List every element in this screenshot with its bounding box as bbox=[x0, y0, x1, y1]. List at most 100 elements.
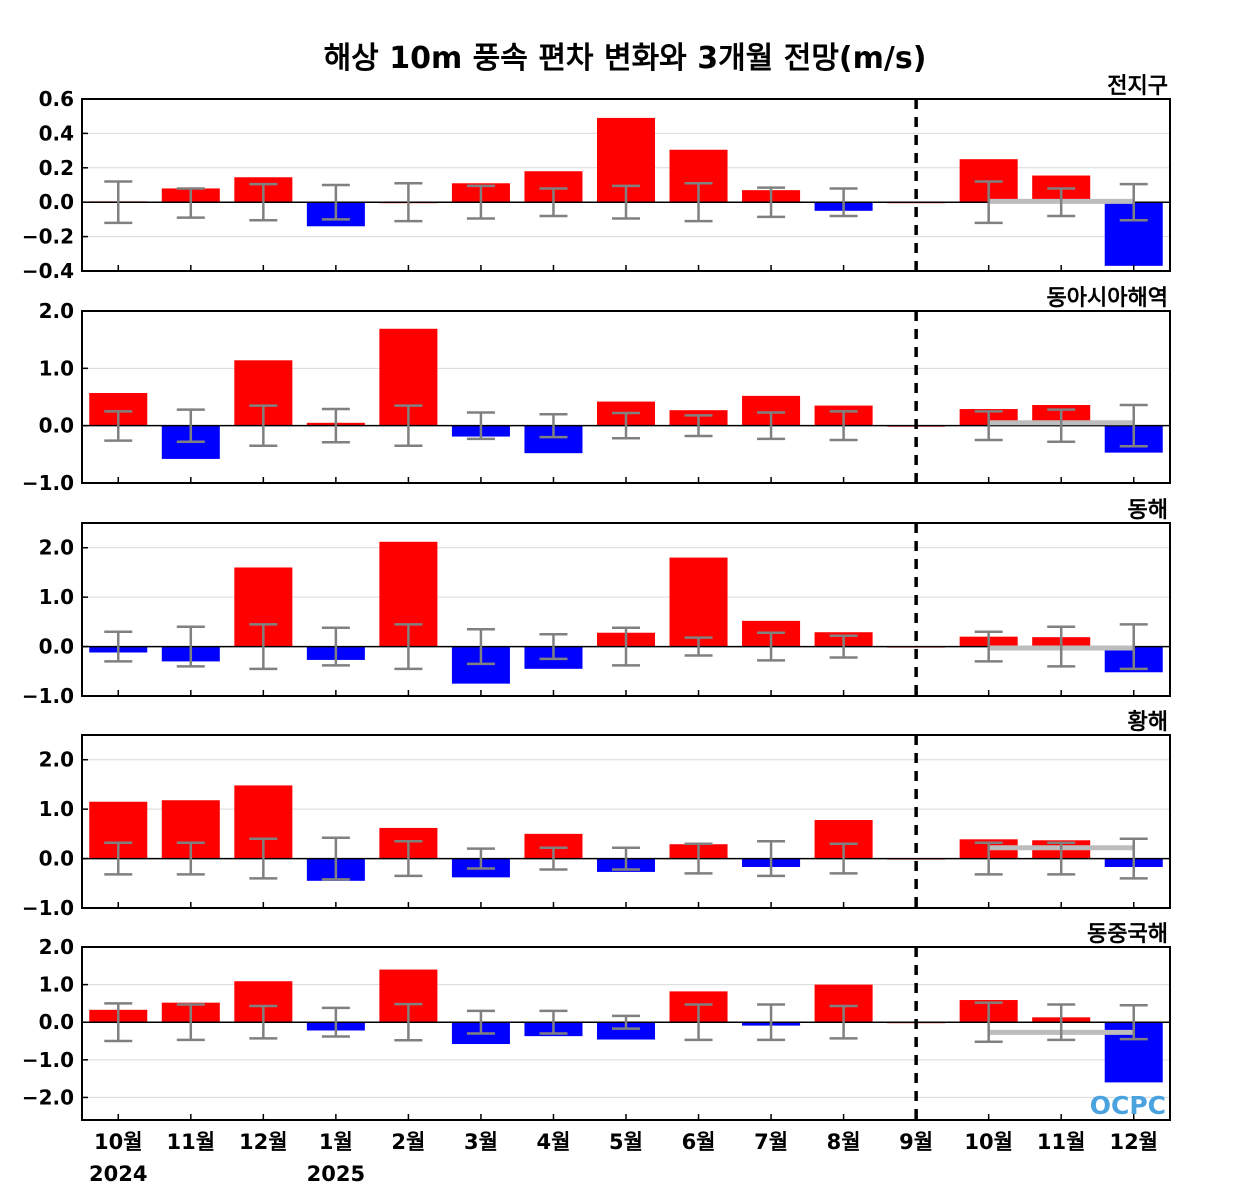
panel-frame bbox=[81, 522, 1171, 697]
y-tick-label: 2.0 bbox=[39, 536, 74, 560]
error-bar bbox=[1119, 837, 1148, 880]
error-bar bbox=[466, 847, 495, 870]
error-bar bbox=[321, 836, 350, 881]
error-bar bbox=[612, 411, 640, 440]
error-bar bbox=[104, 630, 133, 663]
error-bar bbox=[1047, 625, 1076, 668]
x-tick-label: 12월 bbox=[239, 1130, 288, 1154]
panel-5: −2.0 −1.0 0.0 1.0 2.0 동중국해 bbox=[22, 922, 1171, 1121]
panel-3: −1.0 0.0 1.0 2.0 동해 bbox=[22, 498, 1171, 708]
panel-title: 동아시아해역 bbox=[1047, 286, 1168, 311]
y-tick-label: −2.0 bbox=[22, 1085, 74, 1109]
y-tick-label: −0.2 bbox=[22, 225, 74, 249]
x-tick-label: 11월 bbox=[167, 1130, 216, 1154]
error-bar bbox=[104, 180, 133, 225]
error-bar bbox=[757, 186, 786, 219]
error-bar bbox=[321, 407, 350, 444]
x-axis-labels: 10월 11월 12월 1월 2월 3월 4월 5월 6월 7월 8월 9월 10월 11월 12월 2024… bbox=[89, 1130, 1158, 1186]
x-tick-label: 10월 bbox=[94, 1130, 143, 1154]
y-tick-label: 0.2 bbox=[39, 156, 74, 180]
error-bar bbox=[829, 187, 858, 218]
error-bar bbox=[612, 184, 640, 220]
error-bar bbox=[321, 626, 350, 667]
error-bar bbox=[249, 837, 278, 880]
y-tick-label: 1.0 bbox=[39, 356, 74, 380]
panel-title: 동중국해 bbox=[1087, 922, 1168, 947]
y-tick-label: 0.0 bbox=[39, 847, 74, 871]
error-bar bbox=[539, 412, 568, 439]
panel-title: 황해 bbox=[1128, 710, 1168, 735]
y-tick-label: 2.0 bbox=[39, 748, 74, 772]
error-bar bbox=[829, 634, 858, 659]
error-bar bbox=[974, 1001, 1003, 1044]
chart-title: 해상 10m 풍속 편차 변화와 3개월 전망(m/s) bbox=[324, 41, 927, 76]
year-label: 2025 bbox=[307, 1162, 365, 1186]
error-bar bbox=[466, 411, 495, 441]
error-bar bbox=[466, 628, 495, 666]
error-bar bbox=[974, 630, 1003, 663]
panel-4: −1.0 0.0 1.0 2.0 황해 bbox=[22, 710, 1171, 920]
error-bar bbox=[684, 182, 713, 223]
error-bar bbox=[104, 841, 133, 876]
bar-6월 bbox=[669, 557, 728, 647]
error-bar bbox=[612, 1014, 640, 1030]
error-bar bbox=[829, 1004, 858, 1040]
error-bar bbox=[176, 1003, 205, 1042]
error-bar bbox=[394, 404, 423, 447]
error-bar bbox=[757, 1003, 786, 1042]
x-tick-label: 3월 bbox=[464, 1130, 498, 1154]
error-bar bbox=[176, 841, 205, 876]
error-bar bbox=[684, 636, 713, 657]
error-bar bbox=[612, 846, 640, 871]
y-tick-label: 0.4 bbox=[39, 121, 74, 145]
panel-title: 동해 bbox=[1128, 498, 1168, 523]
error-bar bbox=[757, 411, 786, 441]
y-tick-label: −1.0 bbox=[22, 896, 74, 920]
y-tick-label: −1.0 bbox=[22, 1048, 74, 1072]
error-bar bbox=[1047, 1003, 1076, 1042]
x-tick-label: 1월 bbox=[319, 1130, 353, 1154]
panel-1: −0.4 −0.2 0.0 0.2 0.4 0.6 전지구 bbox=[22, 74, 1171, 283]
error-bar bbox=[1047, 841, 1076, 876]
error-bar bbox=[1119, 182, 1148, 222]
year-label: 2024 bbox=[89, 1162, 147, 1186]
x-tick-label: 2월 bbox=[391, 1130, 425, 1154]
panel-frame bbox=[81, 734, 1171, 909]
y-tick-label: −1.0 bbox=[22, 684, 74, 708]
error-bar bbox=[466, 184, 495, 220]
x-tick-label: 12월 bbox=[1109, 1130, 1158, 1154]
x-tick-label: 4월 bbox=[536, 1130, 570, 1154]
y-tick-label: 1.0 bbox=[39, 797, 74, 821]
error-bar bbox=[394, 1002, 423, 1042]
x-tick-label: 9월 bbox=[899, 1130, 933, 1154]
chart-panels: −0.4 −0.2 0.0 0.2 0.4 0.6 전지구 −1.0 0.0 1.0 2.0 동아시아… bbox=[22, 74, 1171, 1121]
error-bar bbox=[539, 187, 568, 218]
error-bar bbox=[394, 182, 423, 223]
y-tick-label: 1.0 bbox=[39, 585, 74, 609]
ocpc-logo: OCPC bbox=[1090, 1091, 1166, 1120]
x-tick-label: 11월 bbox=[1037, 1130, 1086, 1154]
error-bar bbox=[539, 632, 568, 661]
error-bar bbox=[321, 1006, 350, 1038]
error-bar bbox=[249, 404, 278, 447]
error-bar bbox=[974, 410, 1003, 442]
error-bar bbox=[757, 631, 786, 662]
panel-frame bbox=[81, 946, 1171, 1121]
x-tick-label: 6월 bbox=[682, 1130, 716, 1154]
error-bar bbox=[1119, 403, 1148, 448]
error-bar bbox=[1047, 187, 1076, 218]
error-bar bbox=[757, 840, 786, 878]
bar-5월 bbox=[596, 1022, 656, 1040]
error-bar bbox=[1119, 1004, 1148, 1041]
error-bar bbox=[249, 623, 278, 671]
error-bar bbox=[176, 187, 205, 219]
error-bar bbox=[321, 183, 350, 221]
x-tick-label: 8월 bbox=[827, 1130, 861, 1154]
y-tick-label: 1.0 bbox=[39, 973, 74, 997]
panel-2: −1.0 0.0 1.0 2.0 동아시아해역 bbox=[22, 286, 1171, 495]
panel-frame bbox=[81, 98, 1171, 272]
y-tick-label: 2.0 bbox=[39, 299, 74, 323]
error-bar bbox=[974, 180, 1003, 225]
error-bar bbox=[612, 626, 640, 667]
